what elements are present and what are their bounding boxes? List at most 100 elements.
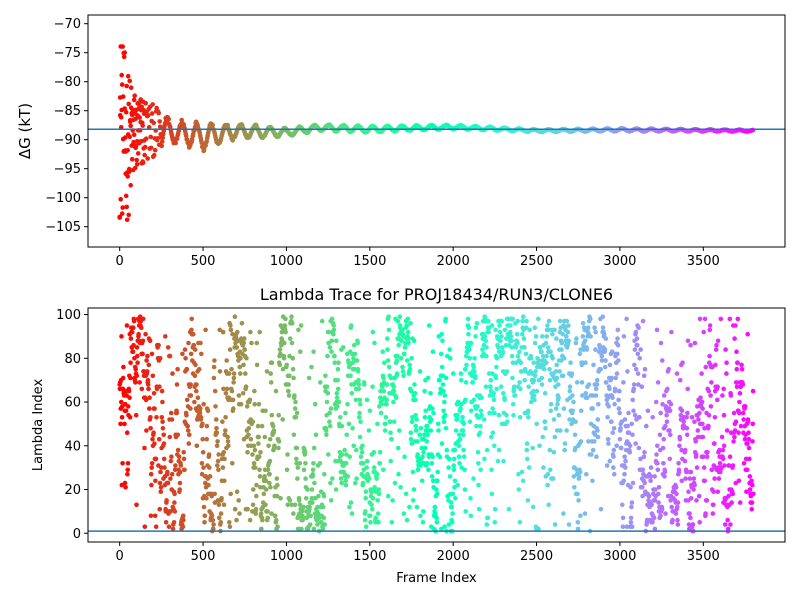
lambda-point — [517, 349, 522, 355]
lambda-point — [343, 482, 349, 488]
lambda-point — [371, 450, 377, 455]
lambda-point — [598, 506, 604, 512]
lambda-point — [344, 432, 350, 438]
lambda-point — [268, 485, 273, 490]
lambda-point — [389, 520, 395, 525]
lambda-point — [545, 471, 551, 477]
lambda-point — [422, 415, 428, 420]
lambda-point — [569, 371, 575, 376]
lambda-point — [430, 454, 435, 460]
lambda-point — [712, 476, 717, 481]
lambda-point — [552, 522, 558, 527]
lambda-point — [734, 384, 740, 390]
lambda-point — [424, 439, 430, 444]
lambda-point — [468, 340, 474, 346]
lambda-point — [306, 375, 312, 381]
lambda-point — [191, 331, 196, 337]
lambda-point — [566, 338, 571, 344]
lambda-point — [692, 340, 698, 346]
delta-g-point — [131, 97, 137, 103]
lambda-point — [156, 436, 162, 442]
lambda-point — [378, 388, 383, 394]
lambda-point — [247, 517, 253, 523]
lambda-point — [301, 467, 307, 473]
lambda-point — [287, 336, 293, 341]
lambda-point — [638, 456, 643, 462]
lambda-point — [522, 377, 527, 383]
lambda-point — [701, 465, 707, 470]
lambda-point — [440, 373, 446, 379]
lambda-point — [200, 421, 205, 427]
lambda-point — [747, 487, 753, 492]
lambda-point — [465, 316, 471, 322]
lambda-point — [145, 382, 151, 387]
lambda-point — [342, 447, 347, 453]
lambda-point — [476, 482, 481, 488]
lambda-point — [728, 393, 734, 398]
lambda-point — [198, 415, 204, 420]
lambda-point — [664, 412, 669, 418]
lambda-point — [374, 476, 379, 481]
lambda-point — [707, 327, 713, 333]
lambda-point — [544, 360, 549, 366]
lambda-point — [403, 491, 409, 497]
lambda-point — [431, 410, 436, 416]
lambda-point — [182, 467, 187, 473]
lambda-point — [533, 373, 538, 379]
lambda-point — [284, 362, 290, 368]
lambda-point — [225, 439, 231, 444]
lambda-point — [688, 515, 693, 521]
lambda-point — [736, 430, 741, 436]
lambda-point — [339, 452, 345, 457]
lambda-point — [432, 504, 438, 510]
lambda-point — [620, 502, 625, 508]
lambda-point — [548, 408, 554, 414]
lambda-point — [683, 476, 688, 481]
lambda-point — [329, 316, 335, 322]
lambda-point — [527, 327, 532, 333]
lambda-point — [282, 340, 287, 346]
lambda-point — [298, 323, 304, 328]
lambda-point — [493, 375, 499, 381]
lambda-point — [322, 471, 327, 477]
lambda-point — [510, 375, 515, 381]
lambda-y-axis-label: Lambda Index — [31, 379, 46, 472]
lambda-point — [674, 371, 680, 376]
lambda-point — [371, 465, 377, 470]
lambda-point — [405, 358, 410, 363]
lambda-point — [181, 517, 186, 523]
lambda-point — [715, 338, 721, 344]
lambda-point — [269, 360, 275, 366]
lambda-point — [668, 401, 674, 407]
lambda-point — [447, 474, 453, 479]
delta-g-point — [132, 93, 137, 98]
lambda-point — [361, 461, 366, 466]
lambda-point — [338, 476, 344, 481]
delta-g-point — [120, 94, 126, 99]
lambda-point — [733, 419, 739, 425]
delta-g-point — [148, 145, 154, 151]
lambda-point — [709, 380, 714, 385]
lambda-point — [381, 467, 386, 473]
lambda-point — [338, 415, 343, 420]
lambda-point — [751, 491, 756, 497]
lambda-point — [635, 342, 640, 348]
lambda-point — [534, 388, 540, 394]
lambda-point — [172, 509, 178, 514]
x-tick-label: 500 — [191, 549, 216, 564]
lambda-point — [121, 364, 126, 370]
lambda-point — [517, 520, 523, 525]
lambda-point — [204, 496, 209, 501]
lambda-point — [634, 336, 640, 341]
lambda-point — [496, 345, 501, 350]
lambda-point — [607, 458, 613, 464]
lambda-point — [229, 388, 235, 394]
lambda-point — [436, 428, 441, 433]
lambda-point — [244, 404, 250, 409]
lambda-point — [517, 415, 523, 420]
lambda-point — [560, 373, 566, 379]
delta-g-point — [125, 174, 130, 179]
lambda-point — [640, 318, 646, 324]
lambda-point — [267, 480, 272, 486]
lambda-point — [325, 353, 330, 359]
